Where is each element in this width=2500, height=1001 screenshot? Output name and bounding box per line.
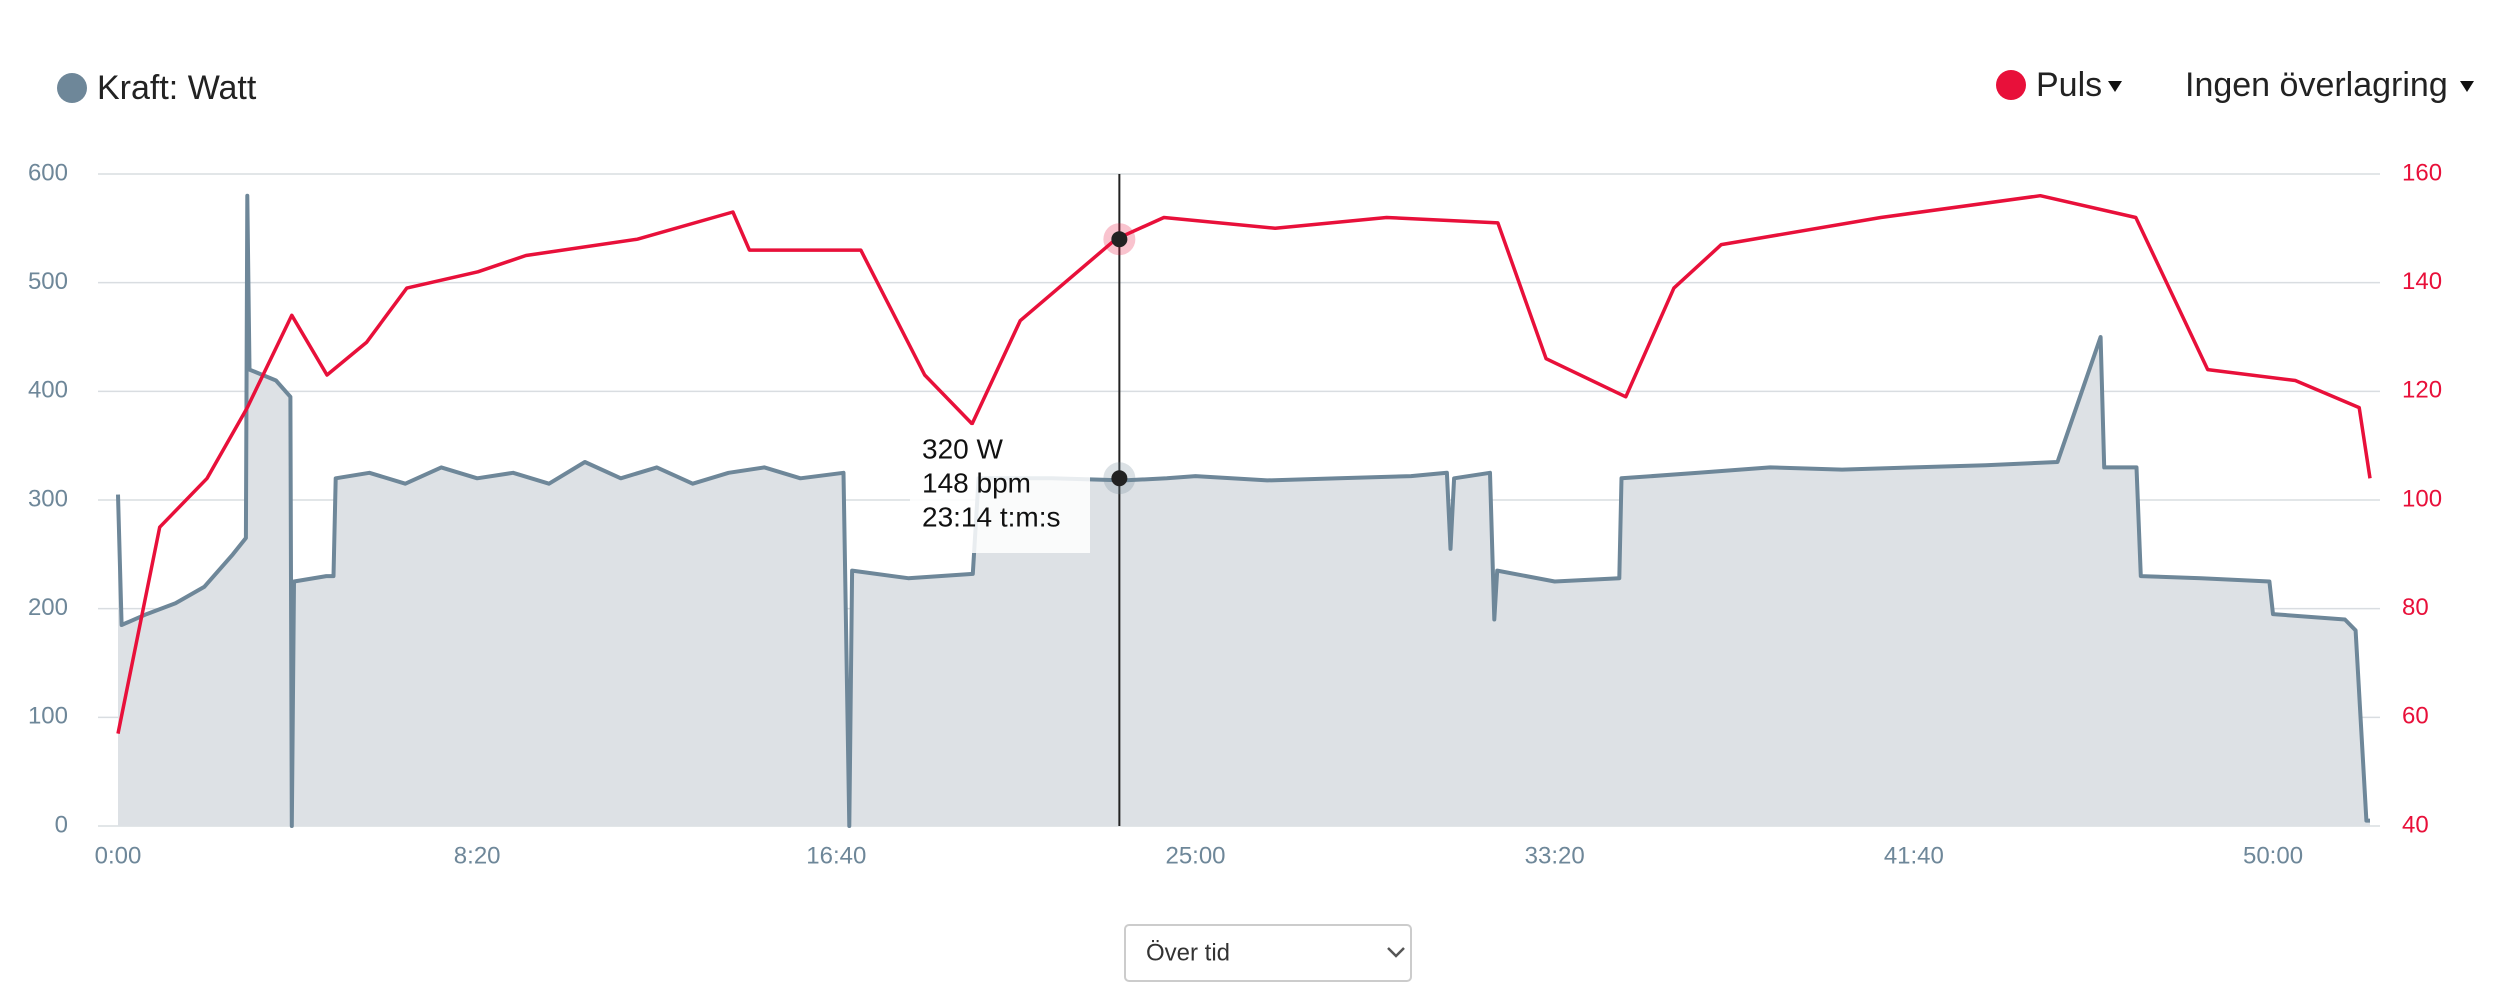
x-tick-label: 50:00	[2243, 842, 2303, 869]
cursor-point	[1111, 470, 1128, 487]
y2-tick-label: 80	[2402, 594, 2429, 621]
select-chevron	[1387, 947, 1405, 958]
y2-tick-label: 60	[2402, 703, 2429, 730]
y2-tick-label: 140	[2402, 268, 2442, 295]
y-tick-label: 500	[28, 268, 68, 295]
legend-swatch	[57, 73, 87, 103]
y-tick-label: 0	[55, 811, 68, 838]
y-tick-label: 300	[28, 485, 68, 512]
y2-tick-label: 160	[2402, 159, 2442, 186]
y-tick-label: 400	[28, 377, 68, 404]
area	[118, 195, 2370, 826]
dropdown-arrow[interactable]	[2460, 81, 2474, 92]
y2-tick-label: 40	[2402, 811, 2429, 838]
overlay-select[interactable]: Ingen överlagring	[2185, 66, 2448, 104]
x-tick-label: 16:40	[806, 842, 866, 869]
x-tick-label: 8:20	[454, 842, 501, 869]
mode-select[interactable]	[1124, 924, 1412, 982]
series-line	[116, 193, 2372, 734]
cursor-point	[1111, 231, 1128, 248]
y-tick-label: 600	[28, 159, 68, 186]
mode-select-label[interactable]: Över tid	[1146, 939, 1230, 966]
x-tick-label: 41:40	[1884, 842, 1944, 869]
legend-swatch	[1996, 70, 2026, 100]
legend-label[interactable]: Kraft: Watt	[97, 69, 257, 107]
tooltip-line: 23:14 t:m:s	[922, 501, 1061, 532]
y-tick-label: 200	[28, 594, 68, 621]
x-tick-label: 25:00	[1165, 842, 1225, 869]
y2-tick-label: 100	[2402, 485, 2442, 512]
dropdown-arrow[interactable]	[2108, 81, 2122, 92]
tooltip-line: 320 W	[922, 433, 1003, 464]
plot-area	[98, 173, 2380, 828]
x-tick-label: 0:00	[95, 842, 142, 869]
y2-tick-label: 120	[2402, 377, 2442, 404]
tooltip-line: 148 bpm	[922, 467, 1031, 498]
legend-label[interactable]: Puls	[2036, 66, 2102, 104]
y-tick-label: 100	[28, 703, 68, 730]
tooltip-box	[910, 425, 1090, 553]
x-tick-label: 33:20	[1525, 842, 1585, 869]
